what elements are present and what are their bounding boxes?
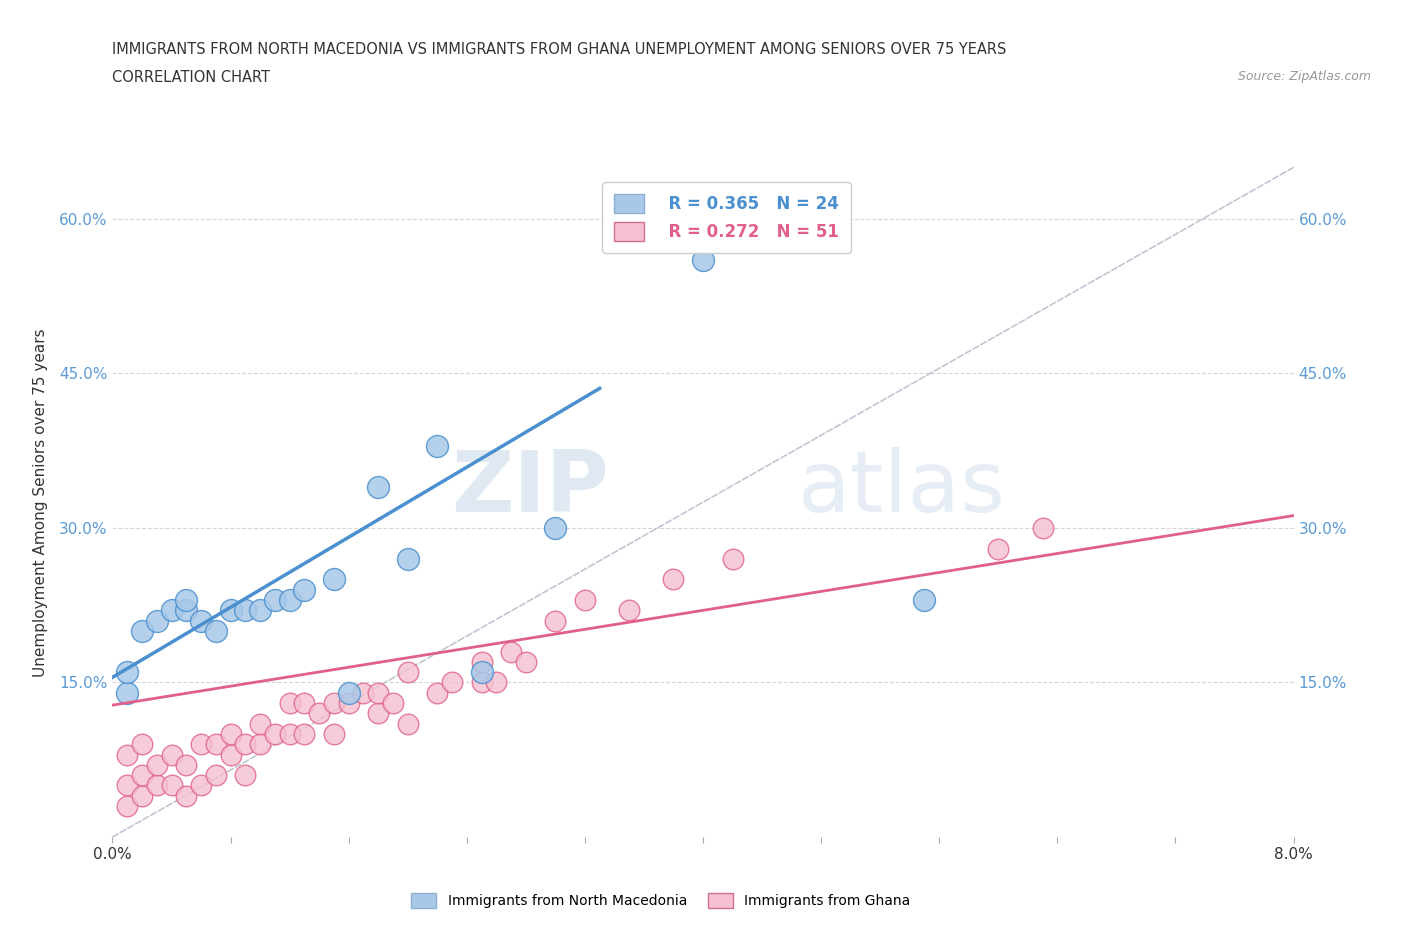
Point [292,696,315,711]
Point [160,747,183,762]
Point [544,613,567,628]
Point [323,726,346,741]
Point [692,253,714,268]
Point [396,665,419,680]
Point [131,768,153,783]
Legend: Immigrants from North Macedonia, Immigrants from Ghana: Immigrants from North Macedonia, Immigra… [406,888,915,914]
Point [205,768,228,783]
Point [146,757,169,772]
Point [367,685,389,700]
Point [131,789,153,804]
Point [574,592,596,607]
Point [721,551,744,566]
Point [131,623,153,638]
Point [190,737,212,751]
Point [426,685,449,700]
Point [219,603,242,618]
Point [441,675,464,690]
Point [352,685,374,700]
Point [219,747,242,762]
Point [914,592,936,607]
Text: atlas: atlas [797,447,1005,530]
Point [1032,521,1054,536]
Point [619,603,641,618]
Point [117,747,138,762]
Point [278,696,301,711]
Point [249,603,271,618]
Point [264,726,287,741]
Y-axis label: Unemployment Among Seniors over 75 years: Unemployment Among Seniors over 75 years [32,328,48,676]
Point [117,685,138,700]
Point [233,603,256,618]
Point [662,572,685,587]
Point [485,675,508,690]
Point [174,603,197,618]
Point [174,757,197,772]
Point [367,479,389,494]
Point [426,438,449,453]
Point [117,665,138,680]
Point [471,665,494,680]
Point [205,623,228,638]
Point [367,706,389,721]
Point [544,521,567,536]
Point [205,737,228,751]
Point [308,706,330,721]
Point [117,799,138,814]
Point [382,696,405,711]
Point [515,655,537,670]
Point [233,768,256,783]
Point [987,541,1010,556]
Point [323,572,346,587]
Point [337,696,360,711]
Point [396,551,419,566]
Point [146,778,169,793]
Point [264,592,287,607]
Point [190,778,212,793]
Point [233,737,256,751]
Point [292,726,315,741]
Point [219,726,242,741]
Point [471,675,494,690]
Point [249,716,271,731]
Point [131,737,153,751]
Text: IMMIGRANTS FROM NORTH MACEDONIA VS IMMIGRANTS FROM GHANA UNEMPLOYMENT AMONG SENI: IMMIGRANTS FROM NORTH MACEDONIA VS IMMIG… [112,42,1007,57]
Point [190,613,212,628]
Point [278,592,301,607]
Point [174,789,197,804]
Point [174,592,197,607]
Point [471,655,494,670]
Legend:   R = 0.365   N = 24,   R = 0.272   N = 51: R = 0.365 N = 24, R = 0.272 N = 51 [602,182,851,253]
Point [278,726,301,741]
Point [117,778,138,793]
Point [337,685,360,700]
Point [160,778,183,793]
Point [146,613,169,628]
Text: CORRELATION CHART: CORRELATION CHART [112,70,270,85]
Point [323,696,346,711]
Point [501,644,523,659]
Point [396,716,419,731]
Text: ZIP: ZIP [451,447,609,530]
Point [249,737,271,751]
Point [160,603,183,618]
Text: Source: ZipAtlas.com: Source: ZipAtlas.com [1237,70,1371,83]
Point [292,582,315,597]
